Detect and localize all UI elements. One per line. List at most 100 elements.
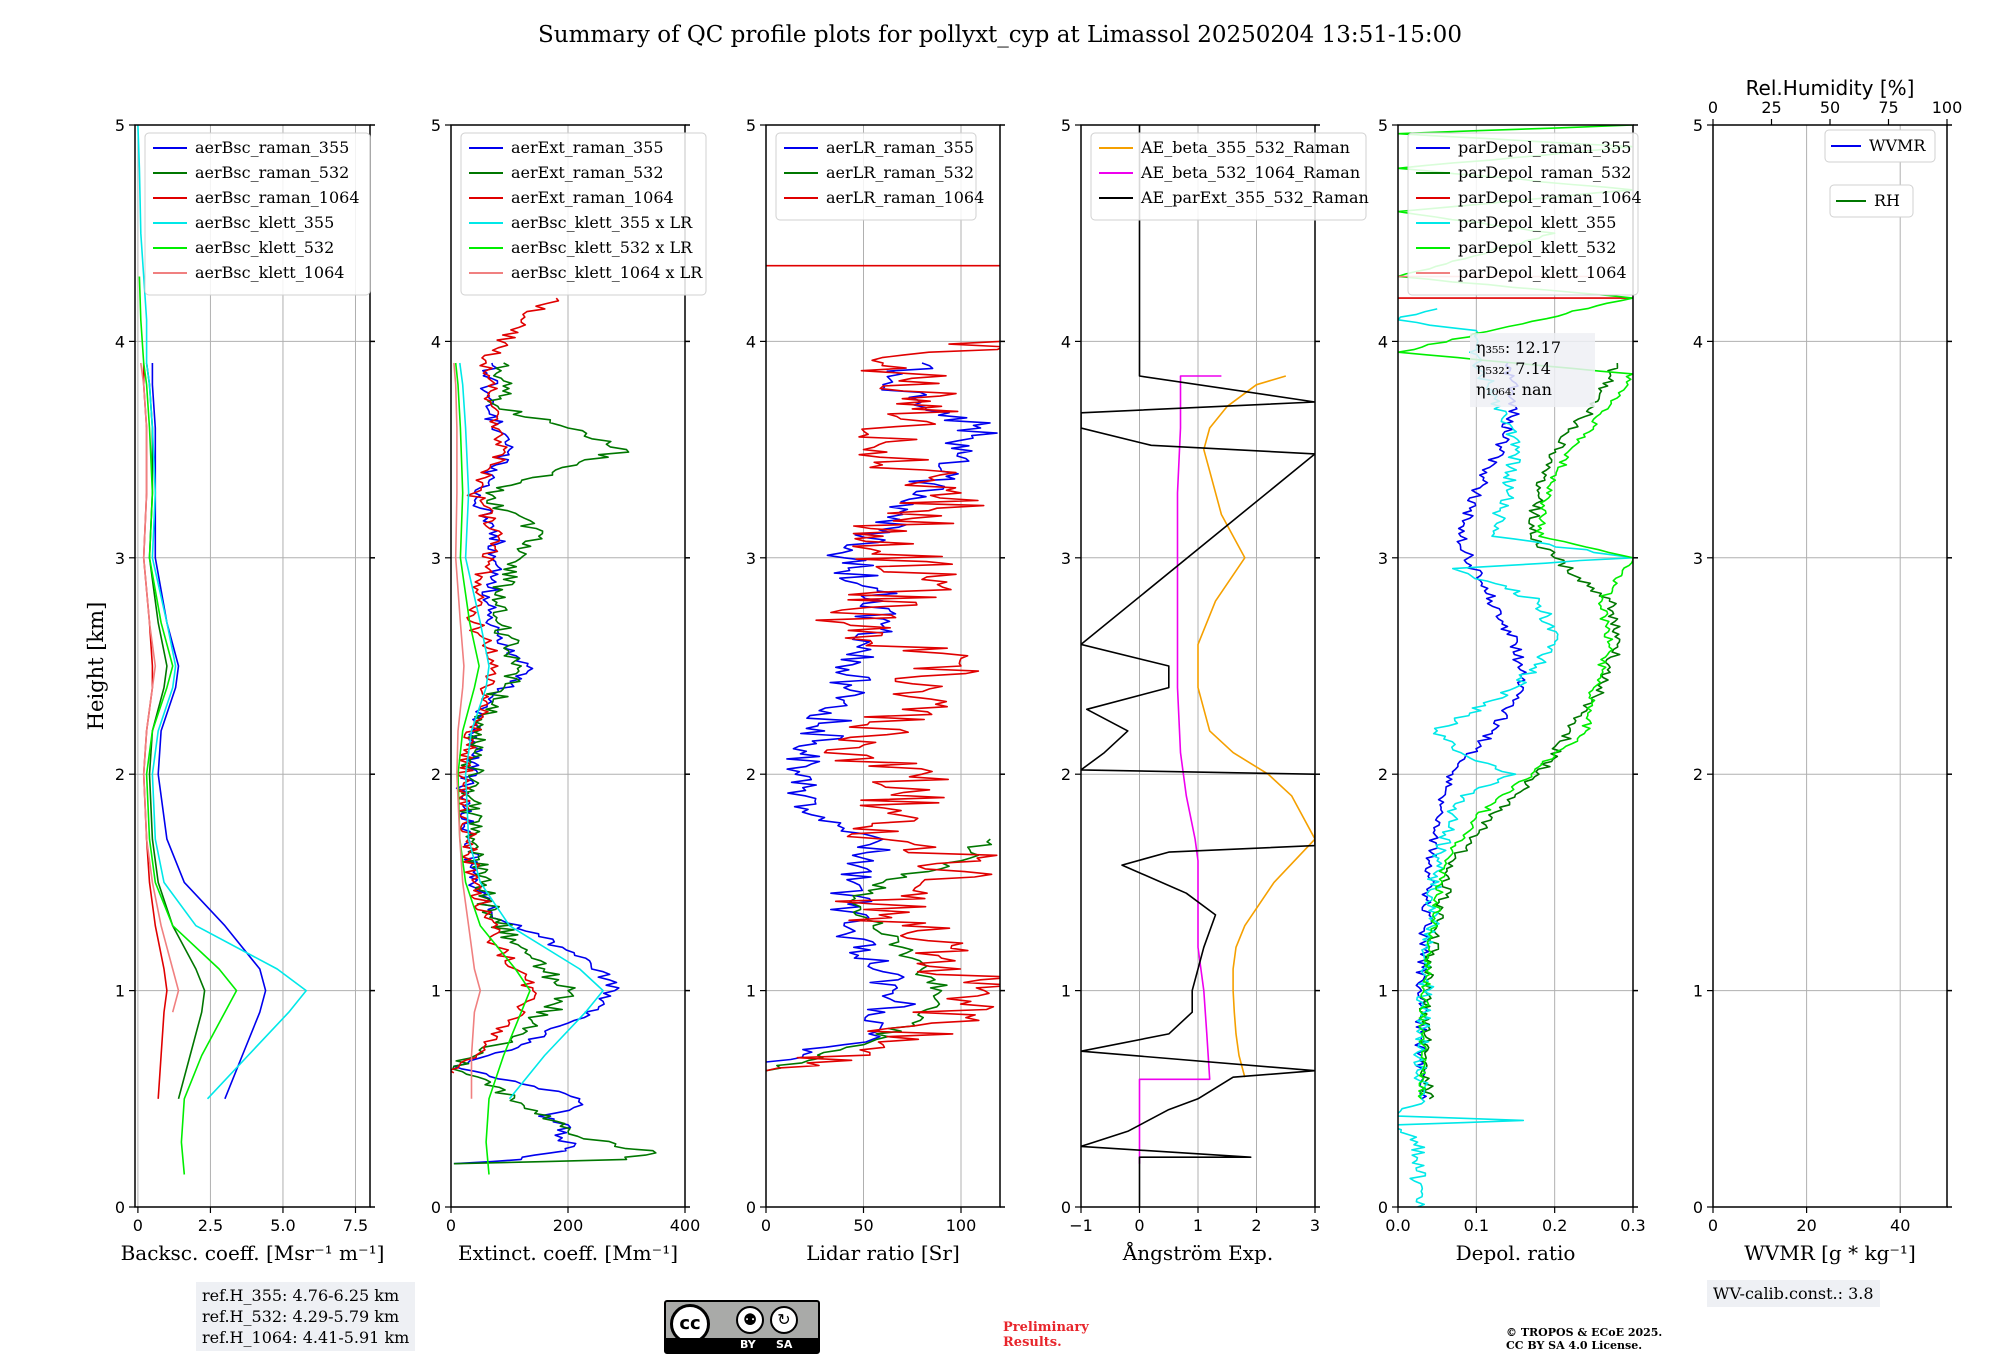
y-tick-label: 5 bbox=[431, 116, 441, 135]
x-axis-label: WVMR [g * kg⁻¹] bbox=[1744, 1241, 1916, 1265]
legend-entry: parDepol_klett_355 bbox=[1458, 213, 1616, 232]
x-tick-label: 0 bbox=[133, 1216, 143, 1235]
legend-box bbox=[1090, 132, 1367, 221]
x-axis-label: Lidar ratio [Sr] bbox=[806, 1241, 960, 1265]
y-tick-label: 3 bbox=[1061, 549, 1071, 568]
x-tick-label: 0.0 bbox=[1385, 1216, 1410, 1235]
copyright-line-1: © TROPOS & ECoE 2025. bbox=[1506, 1326, 1663, 1339]
series-group bbox=[1081, 125, 1315, 1207]
by-person-icon: ⚉ bbox=[736, 1306, 764, 1334]
series-line-AE_beta_532_1064_Raman bbox=[1138, 375, 1222, 1164]
y-tick-label: 4 bbox=[115, 332, 125, 351]
cc-license-badge[interactable]: cc ⚉ ↻ BY SA bbox=[664, 1300, 820, 1354]
y-tick-label: 4 bbox=[1693, 332, 1703, 351]
legend-box bbox=[460, 132, 707, 296]
x-tick-label: 0.1 bbox=[1464, 1216, 1489, 1235]
legend-entry: parDepol_raman_355 bbox=[1458, 138, 1631, 157]
legend-box bbox=[144, 132, 371, 296]
cc-icon: cc bbox=[670, 1304, 710, 1344]
legend-entry: AE_parExt_355_532_Raman bbox=[1140, 188, 1369, 207]
panel-depol: 0.0 0.1 0.2 0.3 0 1 2 3 4 5 Depol. ratio parDepol_r… bbox=[1378, 116, 1646, 1265]
y-tick-label: 1 bbox=[431, 982, 441, 1001]
legend-entry: aerBsc_klett_532 x LR bbox=[511, 238, 693, 257]
preliminary-results-note: Preliminary Results. bbox=[1003, 1320, 1089, 1350]
x-tick-label: −1 bbox=[1069, 1216, 1093, 1235]
panel-lr: 0 50 100 0 1 2 3 4 5 Lidar ratio [Sr] aerLR_raman_… bbox=[746, 116, 1005, 1265]
legend-box bbox=[1407, 132, 1639, 296]
y-tick-label: 4 bbox=[1378, 332, 1388, 351]
series-line-aerLR_raman_355 bbox=[766, 362, 998, 1063]
cc-label-strip: BY SA bbox=[666, 1338, 818, 1352]
axes-frame bbox=[134, 124, 371, 1208]
y-tick-label: 0 bbox=[1693, 1198, 1703, 1217]
legend-entry: aerExt_raman_1064 bbox=[511, 188, 674, 207]
y-tick-label: 2 bbox=[115, 765, 125, 784]
legend-entry: parDepol_klett_532 bbox=[1458, 238, 1616, 257]
x-tick-label: 0 bbox=[1134, 1216, 1144, 1235]
y-tick-label: 2 bbox=[1061, 765, 1071, 784]
legend-entry: parDepol_klett_1064 bbox=[1458, 263, 1627, 282]
figure-title: Summary of QC profile plots for pollyxt_… bbox=[538, 22, 1462, 48]
wv-calibration-box: WV-calib.const.: 3.8 bbox=[1707, 1280, 1880, 1307]
legend-box bbox=[1824, 129, 1936, 163]
x-tick-label: 0.3 bbox=[1620, 1216, 1645, 1235]
cc-sa-label: SA bbox=[776, 1338, 793, 1351]
y-tick-label: 2 bbox=[746, 765, 756, 784]
legend-entry: WVMR bbox=[1869, 136, 1926, 155]
series-group bbox=[137, 125, 307, 1175]
x-tick-label: 40 bbox=[1890, 1216, 1910, 1235]
legend-entry: aerBsc_klett_1064 x LR bbox=[511, 263, 703, 282]
eta-annotation-box bbox=[1470, 333, 1595, 408]
y-tick-label: 0 bbox=[115, 1198, 125, 1217]
series-group bbox=[451, 297, 657, 1175]
x-tick-label: 0 bbox=[761, 1216, 771, 1235]
x-tick-label: 20 bbox=[1796, 1216, 1816, 1235]
x-axis-label: Depol. ratio bbox=[1456, 1241, 1576, 1265]
legend-entry: parDepol_raman_532 bbox=[1458, 163, 1631, 182]
y-tick-label: 5 bbox=[1061, 116, 1071, 135]
series-group bbox=[766, 264, 1000, 1072]
x-axis-label: Ångström Exp. bbox=[1122, 1240, 1273, 1265]
y-tick-label: 4 bbox=[431, 332, 441, 351]
series-line-aerBsc_raman_355 bbox=[151, 363, 267, 1100]
preliminary-line-1: Preliminary bbox=[1003, 1320, 1089, 1335]
share-alike-icon: ↻ bbox=[770, 1306, 798, 1334]
y-tick-label: 5 bbox=[746, 116, 756, 135]
y-tick-label: 3 bbox=[1378, 549, 1388, 568]
series-line-aerBsc_klett_1064 bbox=[140, 362, 180, 1013]
legend-entry: aerExt_raman_532 bbox=[511, 163, 664, 182]
x-tick-label: 3 bbox=[1310, 1216, 1320, 1235]
eta-annotation-line: η₁₀₆₄: nan bbox=[1476, 380, 1552, 399]
legend-entry: aerLR_raman_355 bbox=[826, 138, 974, 157]
axes-frame bbox=[765, 124, 1001, 1208]
top-x-tick-label: 0 bbox=[1708, 98, 1718, 117]
preliminary-line-2: Results. bbox=[1003, 1335, 1062, 1350]
y-tick-label: 0 bbox=[1061, 1198, 1071, 1217]
panel-ext: 0 200 400 0 1 2 3 4 5 Extinct. coeff. [Mm⁻¹] aerEx… bbox=[431, 116, 707, 1265]
series-line-parDepol_klett_355 bbox=[1398, 308, 1633, 1207]
legend-box bbox=[1829, 184, 1914, 218]
x-tick-label: 7.5 bbox=[343, 1216, 368, 1235]
x-tick-label: 0 bbox=[1708, 1216, 1718, 1235]
legend-entry: aerBsc_raman_1064 bbox=[195, 188, 360, 207]
x-tick-label: 0 bbox=[446, 1216, 456, 1235]
legend-entry: aerLR_raman_1064 bbox=[826, 188, 984, 207]
series-line-parDepol_raman_532 bbox=[1418, 362, 1621, 1100]
x-tick-label: 1 bbox=[1193, 1216, 1203, 1235]
axes-frame bbox=[1712, 124, 1948, 1208]
series-line-aerLR_raman_1064 bbox=[766, 340, 1000, 1072]
series-line-aerBsc_klett_1064 x LR bbox=[453, 362, 482, 1099]
legend-entry: AE_beta_355_532_Raman bbox=[1140, 138, 1350, 157]
series-line-aerExt_raman_355 bbox=[453, 362, 620, 1165]
legend-box bbox=[775, 132, 977, 221]
legend-entry: aerBsc_raman_532 bbox=[195, 163, 349, 182]
legend-entry: aerExt_raman_355 bbox=[511, 138, 664, 157]
y-tick-label: 2 bbox=[431, 765, 441, 784]
legend-entry: AE_beta_532_1064_Raman bbox=[1140, 163, 1360, 182]
x-tick-label: 0.2 bbox=[1542, 1216, 1567, 1235]
legend-entry: aerBsc_klett_355 x LR bbox=[511, 213, 693, 232]
y-tick-label: 0 bbox=[431, 1198, 441, 1217]
y-tick-label: 1 bbox=[1061, 982, 1071, 1001]
